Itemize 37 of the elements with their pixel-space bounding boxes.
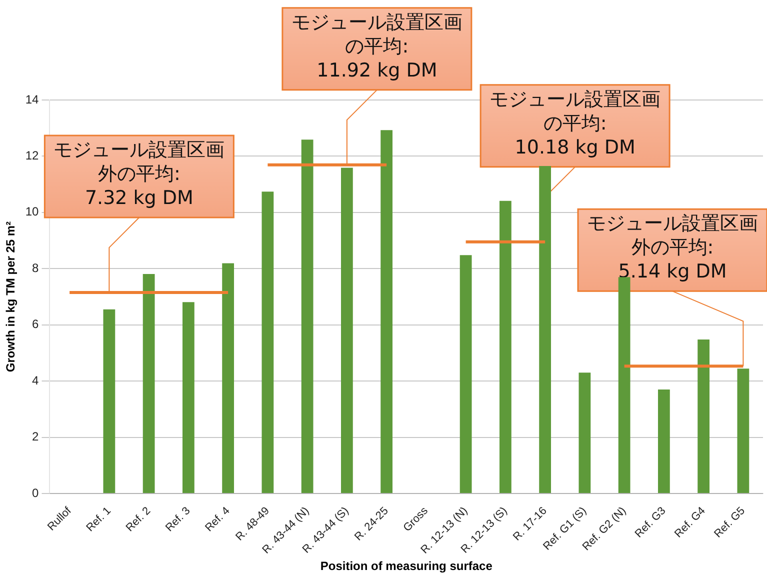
bar [737, 368, 750, 493]
y-tick-label: 2 [32, 430, 40, 444]
y-tick-label: 4 [32, 373, 40, 388]
bar [103, 309, 116, 493]
x-tick-label: Ref. G5 [712, 504, 748, 540]
bar [539, 166, 552, 493]
bar [578, 372, 591, 493]
bar [182, 302, 194, 493]
bar [698, 339, 710, 493]
annotation: モジュール設置区画外の平均: 5.14 kg DM [587, 212, 758, 283]
x-tick-label: Ref. G4 [672, 504, 708, 540]
y-tick-label: 0 [32, 486, 40, 500]
bar [222, 263, 234, 493]
y-tick-label: 6 [32, 317, 40, 332]
y-axis-title: Growth in kg TM per 25 m² [4, 221, 18, 372]
bar [380, 130, 393, 493]
annotation: モジュール設置区画の平均: 11.92 kg DM [291, 11, 462, 82]
y-tick-label: 12 [25, 148, 40, 163]
y-tick-label: 10 [25, 204, 40, 219]
y-tick-label: 8 [32, 260, 40, 275]
x-axis-title: Position of measuring surface [320, 559, 493, 574]
bar [301, 140, 314, 493]
y-tick-label: 14 [25, 92, 40, 106]
annotation: モジュール設置区画の平均: 10.18 kg DM [490, 88, 661, 158]
x-tick-label: Ref. G3 [632, 504, 668, 540]
annotation: モジュール設置区画外の平均: 7.32 kg DM [54, 138, 225, 209]
bar [460, 255, 472, 493]
bar [340, 168, 353, 493]
bar [499, 200, 512, 493]
x-tick-label: Ref. 3 [163, 504, 193, 534]
bar [658, 389, 670, 493]
bar [262, 192, 274, 493]
x-tick-label: Ref. 4 [203, 504, 232, 534]
x-tick-label: Ref. 1 [84, 504, 114, 534]
bar [142, 274, 155, 493]
x-tick-label: Ref. 2 [124, 504, 154, 534]
bar [618, 277, 630, 493]
